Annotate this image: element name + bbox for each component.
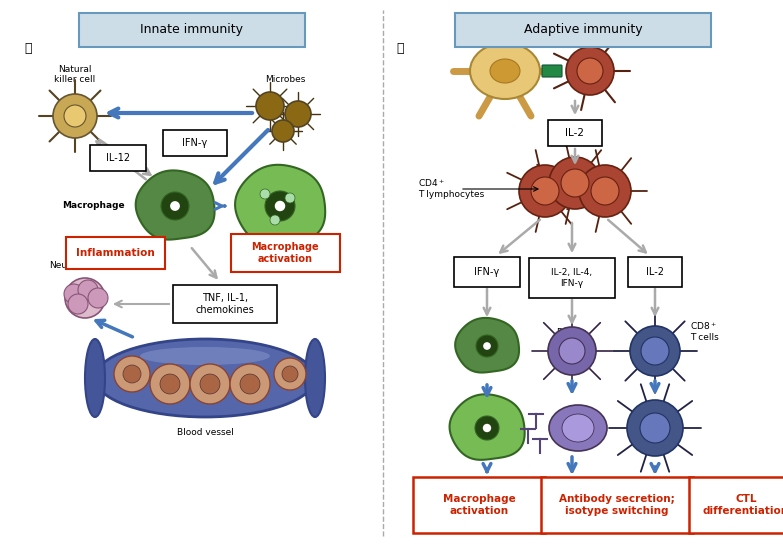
Polygon shape [455,318,519,372]
Circle shape [190,364,230,404]
Circle shape [160,374,180,394]
Circle shape [272,120,294,142]
FancyBboxPatch shape [628,257,682,287]
Circle shape [260,189,270,199]
Circle shape [282,366,298,382]
Circle shape [476,335,498,357]
Text: Blood vessel: Blood vessel [176,428,233,437]
Circle shape [483,342,491,350]
Text: Antibody secretion;
isotype switching: Antibody secretion; isotype switching [559,494,675,516]
Circle shape [591,177,619,205]
Ellipse shape [470,43,540,99]
Circle shape [627,400,683,456]
Circle shape [548,327,596,375]
Circle shape [256,92,284,120]
Circle shape [150,364,190,404]
FancyBboxPatch shape [455,13,711,47]
Circle shape [519,165,571,217]
Text: CD4$^+$
T lymphocytes: CD4$^+$ T lymphocytes [418,177,484,199]
Ellipse shape [549,405,607,451]
Circle shape [285,193,295,203]
Circle shape [577,58,603,84]
FancyBboxPatch shape [163,130,227,156]
Circle shape [549,157,601,209]
Circle shape [68,294,88,314]
Polygon shape [449,394,525,460]
Circle shape [475,416,499,440]
FancyBboxPatch shape [548,120,602,146]
Circle shape [161,192,189,220]
Circle shape [275,201,285,211]
Text: Neutrophils: Neutrophils [49,261,101,270]
Text: APC: APC [471,19,489,29]
Text: IFN-γ: IFN-γ [182,138,207,148]
FancyBboxPatch shape [454,257,520,287]
Circle shape [88,288,108,308]
Text: TNF, IL-1,
chemokines: TNF, IL-1, chemokines [196,293,254,315]
Text: Adaptive immunity: Adaptive immunity [524,23,642,37]
Text: Macrophage: Macrophage [63,200,125,210]
Text: Macrophage
activation: Macrophage activation [442,494,515,516]
Text: Macrophage
activation: Macrophage activation [251,242,319,264]
Polygon shape [135,170,215,240]
Circle shape [230,364,270,404]
Text: CTL
differentiation: CTL differentiation [703,494,783,516]
Circle shape [640,413,670,443]
Ellipse shape [490,59,520,83]
Circle shape [531,177,559,205]
Circle shape [53,94,97,138]
Circle shape [240,374,260,394]
Circle shape [265,191,295,221]
Ellipse shape [562,414,594,442]
Circle shape [200,374,220,394]
Ellipse shape [95,339,315,417]
Circle shape [579,165,631,217]
Ellipse shape [140,347,270,365]
Text: Ⓐ: Ⓐ [24,41,32,55]
Circle shape [123,365,141,383]
FancyBboxPatch shape [79,13,305,47]
Circle shape [641,337,669,365]
Text: Inflammation: Inflammation [76,248,154,258]
FancyBboxPatch shape [66,237,164,269]
Circle shape [559,338,585,364]
Text: Ⓑ: Ⓑ [396,41,404,55]
Circle shape [65,278,105,318]
FancyBboxPatch shape [541,477,693,533]
FancyBboxPatch shape [230,234,340,272]
FancyBboxPatch shape [542,65,562,77]
Circle shape [114,356,150,392]
FancyBboxPatch shape [529,258,615,298]
Text: B cells: B cells [557,328,586,337]
FancyBboxPatch shape [173,285,277,323]
Circle shape [630,326,680,376]
Circle shape [64,105,86,127]
Text: Natural
killer cell: Natural killer cell [54,64,96,84]
Text: IL-2, IL-4,
IFN-γ: IL-2, IL-4, IFN-γ [551,268,593,288]
Ellipse shape [85,339,105,417]
Polygon shape [235,165,325,245]
Text: IFN-γ: IFN-γ [474,267,500,277]
Circle shape [170,201,180,211]
Text: IL-2: IL-2 [565,128,584,138]
Circle shape [285,101,311,127]
Circle shape [78,280,98,300]
Circle shape [483,424,491,432]
Circle shape [566,47,614,95]
Circle shape [561,169,589,197]
Text: Microbes: Microbes [265,75,305,84]
Text: IL-12: IL-12 [106,153,130,163]
FancyBboxPatch shape [689,477,783,533]
Text: CD8$^+$
T cells: CD8$^+$ T cells [690,320,719,342]
Circle shape [274,358,306,390]
Text: IL-2: IL-2 [646,267,664,277]
FancyBboxPatch shape [90,145,146,171]
Ellipse shape [305,339,325,417]
FancyBboxPatch shape [413,477,545,533]
Text: Innate immunity: Innate immunity [140,23,244,37]
Circle shape [270,215,280,225]
Circle shape [64,284,84,304]
